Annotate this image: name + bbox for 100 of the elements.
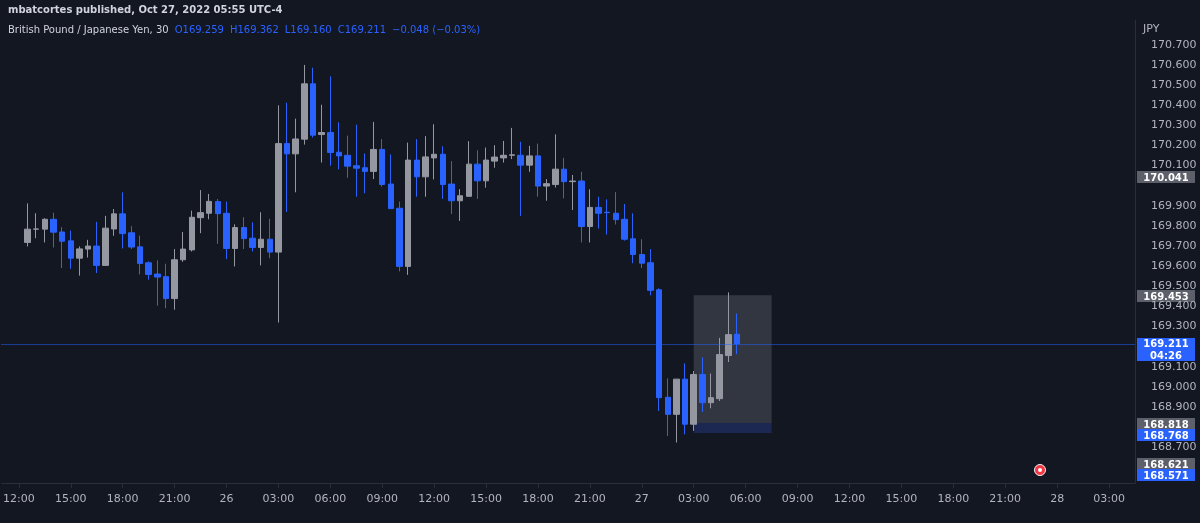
candlestick	[267, 218, 273, 259]
candlestick	[569, 174, 576, 211]
candlestick	[327, 75, 334, 167]
candlestick	[396, 201, 403, 272]
candlestick	[414, 138, 420, 198]
candlestick	[24, 202, 31, 247]
y-tick-label: 169.700	[1151, 238, 1197, 252]
x-tick-label: 15:00	[470, 492, 502, 505]
candlestick	[561, 157, 567, 199]
candlestick	[509, 127, 515, 160]
candlestick	[50, 212, 57, 248]
candlestick	[578, 171, 585, 243]
candlestick	[275, 104, 282, 324]
candlestick	[466, 140, 472, 197]
candlestick	[708, 372, 714, 409]
candlestick	[491, 144, 498, 169]
candlestick	[405, 142, 411, 276]
text: 169.453	[1143, 290, 1189, 302]
candlestick	[716, 337, 723, 402]
candlestick	[725, 291, 732, 363]
candlestick	[85, 239, 91, 259]
candlestick	[431, 123, 437, 180]
x-tick-label: 03:00	[1093, 492, 1125, 505]
x-tick-label: 21:00	[158, 492, 191, 505]
y-tick-label: 170.500	[1151, 77, 1197, 91]
candlestick	[197, 189, 204, 234]
candlestick	[292, 118, 299, 193]
x-tick-label: 06:00	[314, 492, 347, 505]
candlestick	[647, 248, 654, 296]
candlestick	[163, 263, 169, 309]
x-tick-label: 12:00	[833, 492, 866, 505]
y-tick-label: 170.400	[1151, 98, 1197, 112]
candlestick	[595, 196, 602, 230]
candlestick	[535, 143, 541, 198]
y-tick-label: 170.700	[1151, 37, 1197, 51]
candlestick	[604, 198, 610, 236]
y-tick-label: 169.600	[1151, 259, 1197, 273]
text: 168.571	[1143, 469, 1189, 481]
candlestick	[42, 217, 48, 243]
candlestick	[93, 221, 100, 274]
annotation: O169.259	[174, 24, 224, 35]
annotation: C169.211	[337, 24, 387, 35]
candlestick	[388, 153, 394, 210]
y-axis-title: JPY	[1142, 22, 1160, 35]
candlestick	[154, 259, 161, 307]
x-tick-label: 09:00	[366, 492, 399, 505]
candlestick	[483, 147, 489, 189]
chart-subtitle: British Pound / Japanese Yen, 30	[8, 24, 169, 35]
y-tick-label: 170.200	[1151, 138, 1197, 152]
candlestick	[457, 188, 463, 222]
candlestick	[613, 191, 619, 226]
candlestick	[379, 138, 385, 188]
y-tick-label: 169.000	[1151, 379, 1197, 393]
candlestick	[249, 221, 256, 252]
candlestick	[448, 160, 455, 215]
x-tick-label: 28	[1050, 492, 1065, 505]
candlestick	[111, 208, 117, 237]
candlestick	[440, 145, 446, 200]
candlestick	[526, 145, 533, 173]
candlestick	[673, 378, 680, 444]
x-tick-label: 12:00	[3, 492, 35, 505]
x-tick-label: 26	[219, 492, 234, 505]
candlestick	[665, 377, 671, 437]
candlestick	[68, 230, 74, 270]
candlestick	[232, 223, 238, 267]
candlestick	[639, 238, 645, 269]
y-tick-label: 168.900	[1151, 400, 1197, 413]
candlestick	[690, 370, 697, 432]
candlestick	[59, 226, 65, 269]
y-tick-label: 168.700	[1151, 440, 1197, 454]
candlestick	[543, 178, 550, 202]
y-tick-label: 169.800	[1151, 218, 1197, 232]
y-tick-label: 170.600	[1151, 57, 1197, 71]
candlestick	[362, 152, 368, 194]
candlestick	[241, 216, 247, 250]
annotation: −0.048 (−0.03%)	[392, 24, 481, 35]
x-tick-label: 15:00	[54, 492, 87, 505]
candlestick	[318, 104, 325, 164]
candlestick	[180, 231, 186, 263]
ref-line-label: 169.211	[1143, 338, 1189, 350]
x-tick-label: 18:00	[522, 492, 554, 505]
candlestick	[119, 191, 126, 249]
candlestick	[336, 121, 342, 170]
candlestick	[102, 215, 109, 266]
candlestick	[370, 121, 377, 180]
candlestick	[171, 248, 178, 311]
candlestick	[258, 211, 264, 266]
annotation: H169.362	[229, 24, 279, 35]
y-tick-label: 169.400	[1151, 299, 1197, 313]
candlestick	[76, 245, 83, 277]
candlestick	[145, 260, 152, 281]
candlestick	[621, 203, 628, 242]
candlestick	[552, 133, 559, 188]
candlestick	[206, 193, 212, 220]
candlestick	[474, 149, 481, 200]
candlestick	[301, 64, 308, 146]
x-tick-label: 27	[634, 492, 649, 505]
y-tick-label: 169.900	[1151, 198, 1197, 212]
annotation: L169.160	[284, 24, 332, 35]
candlestick	[128, 225, 135, 250]
